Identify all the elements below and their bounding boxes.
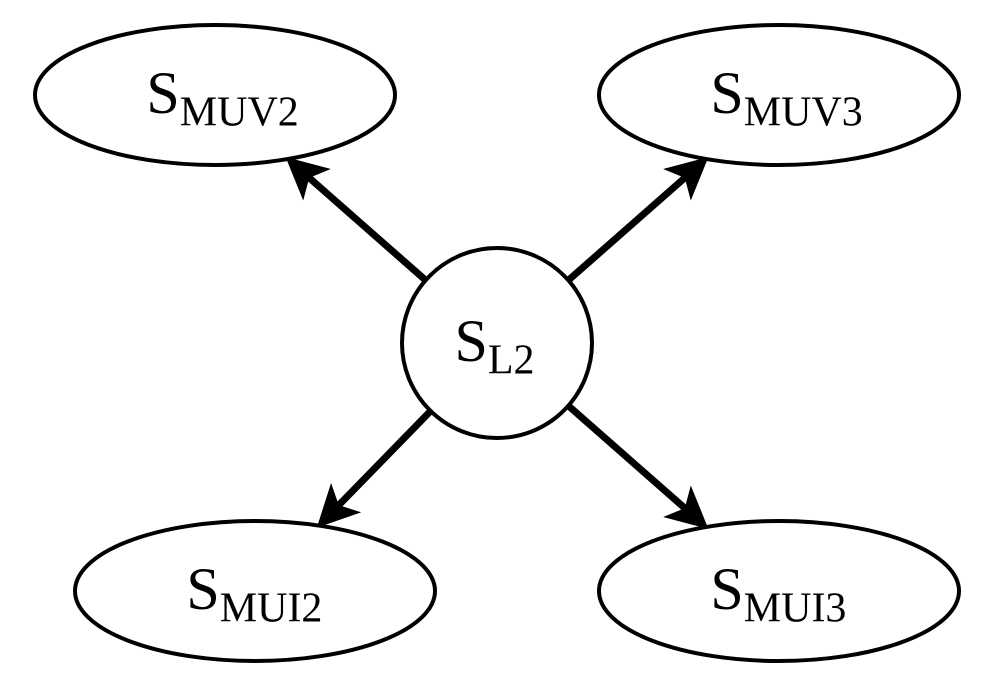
edge-center-bottom_left bbox=[322, 411, 431, 523]
nodes: SL2SMUV2SMUV3SMUI2SMUI3 bbox=[35, 25, 959, 661]
edge-center-top_left bbox=[291, 162, 426, 281]
node-label-main: S bbox=[186, 556, 219, 622]
node-label-main: S bbox=[710, 556, 743, 622]
edge-center-bottom_right bbox=[568, 406, 703, 525]
node-bottom_left: SMUI2 bbox=[75, 521, 435, 661]
node-label-sub: MUV2 bbox=[180, 90, 299, 136]
node-bottom_right: SMUI3 bbox=[599, 521, 959, 661]
edge-center-top_right bbox=[568, 162, 703, 281]
node-center: SL2 bbox=[402, 248, 592, 438]
node-label-sub: L2 bbox=[488, 338, 535, 384]
node-top_left: SMUV2 bbox=[35, 25, 395, 165]
node-label-main: S bbox=[710, 60, 743, 126]
node-label-sub: MUI3 bbox=[744, 586, 847, 632]
node-top_right: SMUV3 bbox=[599, 25, 959, 165]
node-label-main: S bbox=[146, 60, 179, 126]
node-label-sub: MUV3 bbox=[744, 90, 863, 136]
network-diagram: SL2SMUV2SMUV3SMUI2SMUI3 bbox=[0, 0, 994, 686]
node-label-sub: MUI2 bbox=[220, 586, 323, 632]
node-label-main: S bbox=[455, 308, 488, 374]
